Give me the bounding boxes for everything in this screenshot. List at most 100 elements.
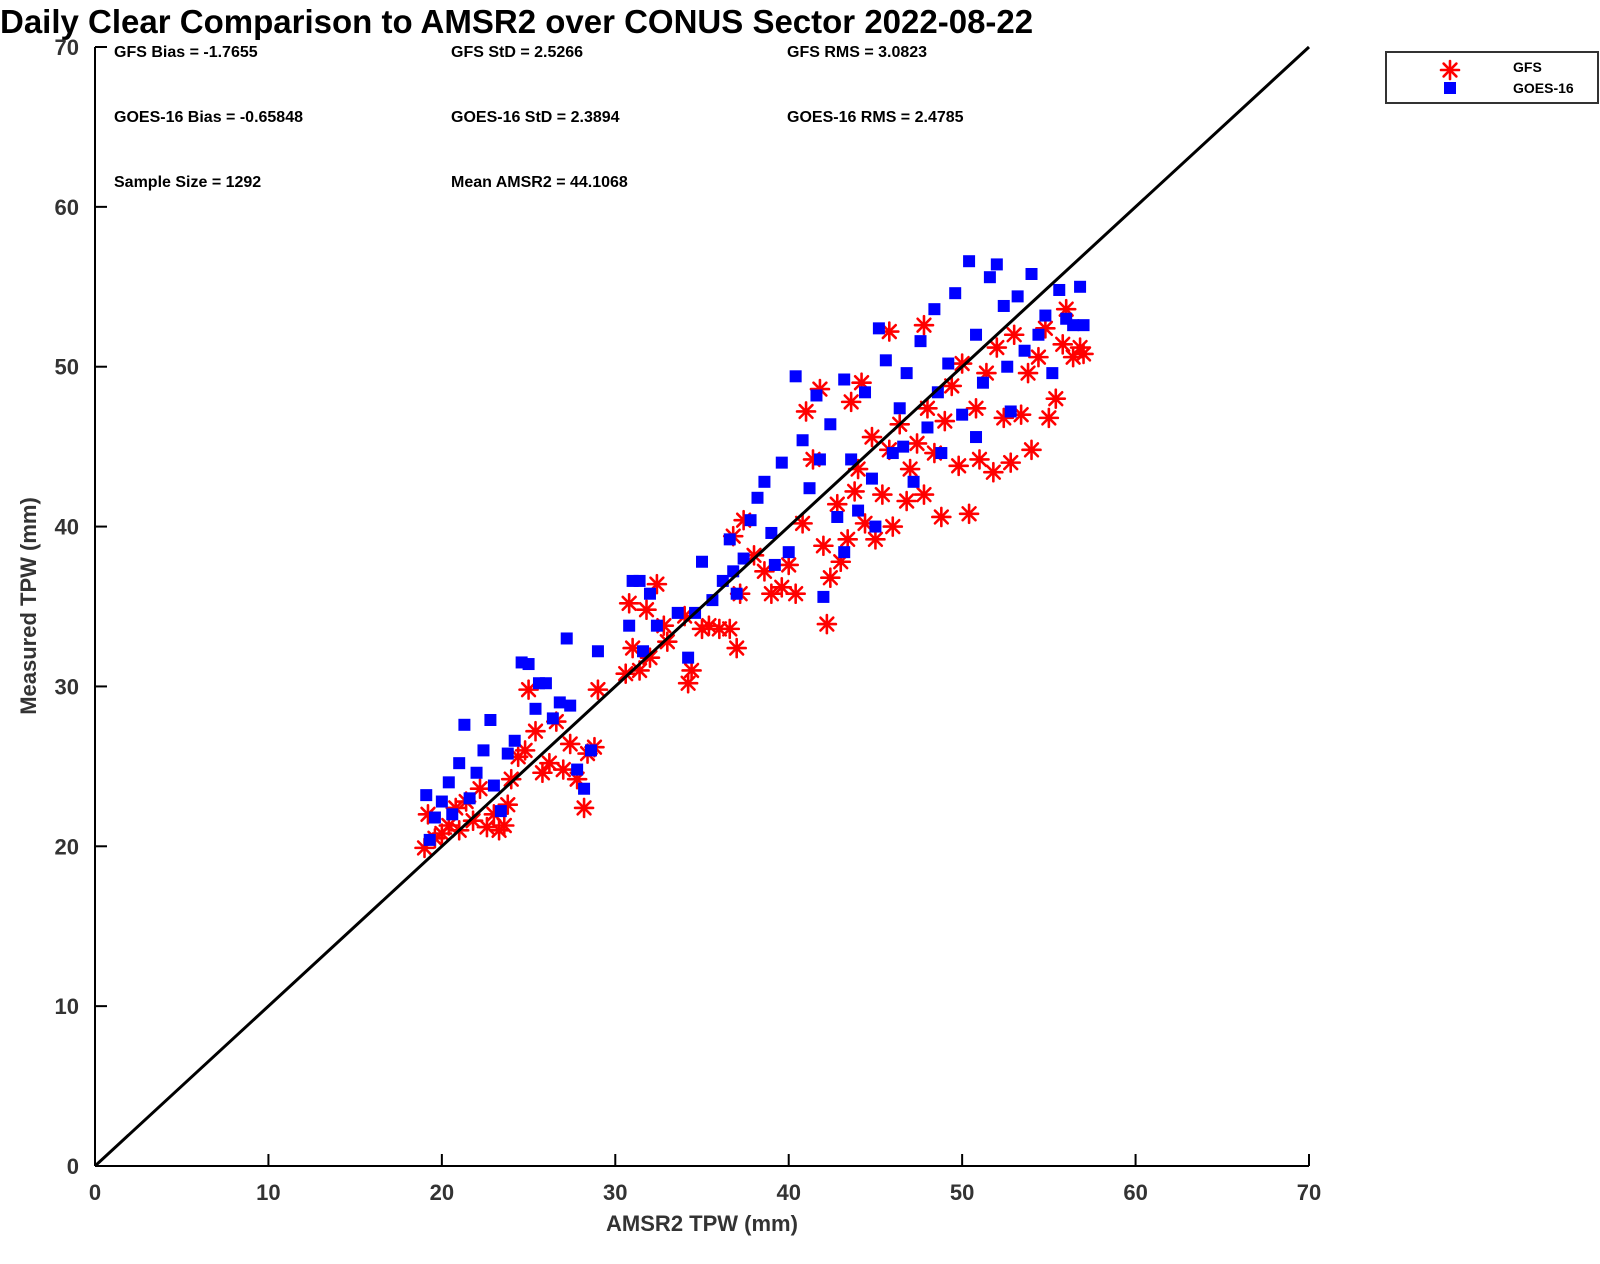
goes16-point	[935, 447, 948, 460]
goes16-point	[845, 453, 858, 466]
goes16-point	[446, 808, 459, 821]
one-to-one-line	[93, 45, 1311, 1168]
goes16-point	[637, 645, 650, 658]
goes16-point	[775, 456, 788, 469]
goes16-point	[852, 504, 865, 517]
goes16-point	[897, 440, 910, 453]
gfs-point	[913, 484, 935, 505]
gfs-point	[865, 529, 886, 550]
goes16-point	[423, 833, 436, 846]
gfs-point	[500, 768, 522, 790]
goes16-point	[1001, 360, 1014, 373]
goes16-point	[623, 619, 636, 632]
goes-std-stat: GOES-16 StD = 2.3894	[451, 109, 620, 126]
y-tick-label: 40	[55, 515, 79, 540]
x-tick-label: 0	[89, 1180, 101, 1205]
gfs-point	[882, 516, 904, 537]
goes16-point	[1074, 280, 1087, 293]
gfs-point	[941, 375, 963, 397]
goes16-point	[963, 255, 976, 268]
gfs-point	[618, 593, 640, 614]
goes16-point	[976, 376, 989, 389]
gfs-std-stat: GFS StD = 2.5266	[451, 44, 583, 61]
gfs-rms-stat: GFS RMS = 3.0823	[787, 44, 927, 61]
gfs-point	[657, 631, 678, 652]
gfs-point	[840, 391, 862, 413]
legend-box	[1385, 51, 1599, 104]
goes16-point	[813, 453, 826, 466]
goes16-point	[442, 776, 455, 789]
gfs-point	[559, 733, 581, 755]
goes16-point	[782, 546, 795, 559]
x-tick-label: 20	[430, 1180, 454, 1205]
goes16-point	[1025, 267, 1038, 280]
gfs-point	[934, 410, 956, 432]
legend-gfs-marker	[1439, 59, 1461, 81]
goes16-point	[501, 747, 514, 760]
goes16-point	[865, 472, 878, 485]
gfs-point	[951, 353, 973, 374]
mean-amsr2-stat: Mean AMSR2 = 44.1068	[451, 174, 628, 191]
gfs-point	[792, 513, 813, 534]
goes16-point	[789, 370, 802, 383]
goes16-point	[983, 271, 996, 284]
goes16-point	[838, 546, 851, 559]
goes16-point	[824, 418, 837, 431]
goes16-point	[970, 431, 983, 444]
goes16-point	[508, 734, 521, 747]
gfs-point	[1038, 407, 1060, 429]
gfs-point	[983, 461, 1004, 483]
goes16-point	[931, 386, 944, 399]
goes16-point	[990, 258, 1003, 271]
goes-rms-stat: GOES-16 RMS = 2.4785	[787, 109, 964, 126]
gfs-point	[493, 815, 515, 836]
goes16-point	[484, 713, 497, 726]
gfs-point	[896, 490, 917, 512]
goes16-point	[643, 587, 656, 600]
axes: 0 10 20 30 40 50 60 70 0 10 20 30 40 50 60 70	[55, 35, 1322, 1205]
gfs-point	[844, 481, 865, 502]
gfs-point	[1003, 324, 1025, 346]
legend-goes16-marker	[1444, 82, 1456, 94]
goes16-point	[956, 408, 969, 421]
goes16-point	[1004, 405, 1017, 418]
gfs-point	[917, 397, 938, 419]
goes16-point	[744, 514, 757, 527]
gfs-point	[816, 613, 838, 635]
goes16-point	[453, 757, 466, 770]
y-tick-label: 70	[55, 35, 79, 60]
x-ticks: 0 10 20 30 40 50 60 70	[89, 1154, 1321, 1205]
goes16-point	[900, 367, 913, 380]
y-tick-label: 50	[55, 355, 79, 380]
gfs-point	[525, 720, 546, 742]
y-tick-label: 0	[67, 1154, 79, 1179]
y-tick-label: 30	[55, 674, 79, 699]
gfs-bias-stat: GFS Bias = -1.7655	[114, 44, 258, 61]
goes16-point	[494, 805, 507, 818]
goes16-point	[921, 421, 934, 434]
goes16-point	[571, 763, 584, 776]
gfs-series	[414, 298, 1094, 859]
goes16-point	[831, 510, 844, 523]
gfs-point	[677, 672, 699, 694]
gfs-point	[552, 759, 574, 780]
goes16-point	[522, 658, 535, 671]
goes16-point	[768, 558, 781, 571]
goes16-point	[1039, 309, 1052, 322]
goes16-series	[420, 255, 1090, 846]
goes16-point	[671, 606, 684, 619]
goes16-point	[872, 322, 885, 335]
goes16-point	[886, 447, 899, 460]
plot-area	[93, 45, 1311, 1168]
gfs-point	[899, 458, 921, 480]
goes16-point	[796, 434, 809, 447]
y-axis-label: Measured TPW (mm)	[16, 497, 41, 715]
goes16-point	[1032, 328, 1045, 341]
goes16-point	[477, 744, 490, 757]
gfs-point	[913, 314, 935, 336]
goes16-point	[529, 702, 542, 715]
goes16-point	[560, 632, 573, 645]
gfs-point	[1017, 362, 1039, 384]
goes16-point	[758, 475, 771, 488]
